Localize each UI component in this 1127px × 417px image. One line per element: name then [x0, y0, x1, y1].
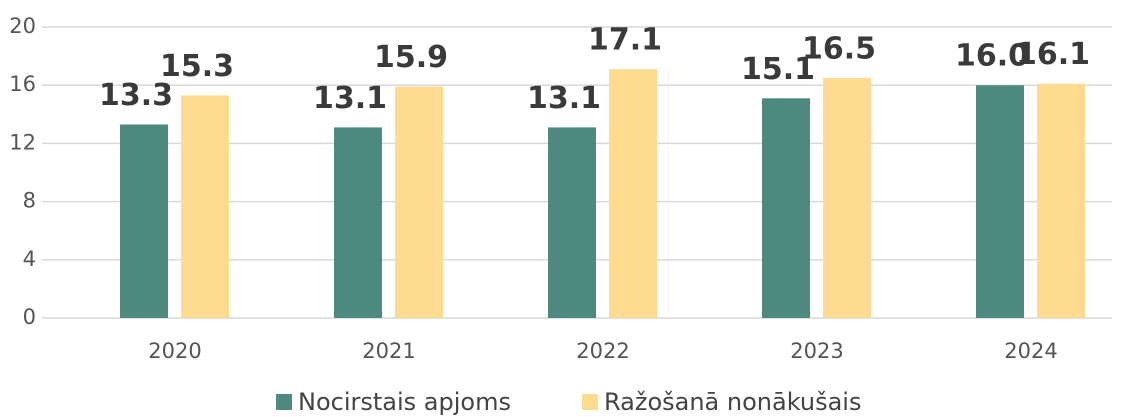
x-tick-label: 2022: [576, 339, 629, 363]
legend-label: Nocirstais apjoms: [298, 388, 511, 416]
value-label: 15.1: [741, 52, 815, 87]
x-tick-label: 2020: [148, 339, 201, 363]
value-label: 17.1: [588, 23, 662, 58]
legend-label: Ražošanā nonākušais: [604, 388, 861, 416]
bar: [1037, 83, 1085, 319]
y-tick-label: 0: [23, 305, 36, 329]
legend-swatch: [276, 394, 292, 410]
bar: [609, 69, 657, 318]
bar: [120, 124, 168, 318]
value-label: 13.1: [313, 81, 387, 116]
y-tick-label: 4: [23, 247, 36, 271]
y-tick-label: 20: [9, 14, 36, 38]
bar: [762, 98, 810, 318]
value-label: 13.3: [99, 78, 173, 113]
bar: [976, 85, 1024, 318]
x-tick-label: 2023: [790, 339, 843, 363]
value-label: 16.5: [802, 31, 876, 66]
bar: [395, 86, 443, 318]
x-tick-label: 2021: [362, 339, 415, 363]
value-label: 15.9: [374, 40, 448, 75]
bar: [548, 127, 596, 319]
y-tick-label: 8: [23, 189, 36, 213]
value-label: 16.1: [1016, 37, 1090, 72]
x-tick-label: 2024: [1004, 339, 1057, 363]
y-tick-label: 12: [9, 130, 36, 154]
value-label: 15.3: [160, 49, 234, 84]
bar: [334, 127, 382, 319]
y-tick-label: 16: [9, 72, 36, 96]
bar: [823, 77, 871, 318]
bar: [181, 95, 229, 318]
value-label: 16.0: [955, 39, 1029, 74]
value-label: 13.1: [527, 81, 601, 116]
legend-swatch: [582, 394, 598, 410]
